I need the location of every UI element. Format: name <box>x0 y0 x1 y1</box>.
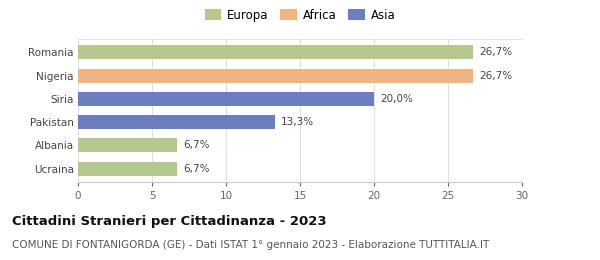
Legend: Europa, Africa, Asia: Europa, Africa, Asia <box>205 9 395 22</box>
Bar <box>78 46 473 60</box>
Text: 26,7%: 26,7% <box>479 71 512 81</box>
Text: 20,0%: 20,0% <box>380 94 413 104</box>
Bar <box>78 92 374 106</box>
Text: 13,3%: 13,3% <box>281 117 314 127</box>
Text: 6,7%: 6,7% <box>183 164 209 173</box>
Text: 26,7%: 26,7% <box>479 48 512 57</box>
Text: Cittadini Stranieri per Cittadinanza - 2023: Cittadini Stranieri per Cittadinanza - 2… <box>12 214 326 228</box>
Text: 6,7%: 6,7% <box>183 140 209 150</box>
Bar <box>78 138 177 152</box>
Bar <box>78 69 473 83</box>
Bar <box>78 161 177 176</box>
Text: COMUNE DI FONTANIGORDA (GE) - Dati ISTAT 1° gennaio 2023 - Elaborazione TUTTITAL: COMUNE DI FONTANIGORDA (GE) - Dati ISTAT… <box>12 240 489 250</box>
Bar <box>78 115 275 129</box>
